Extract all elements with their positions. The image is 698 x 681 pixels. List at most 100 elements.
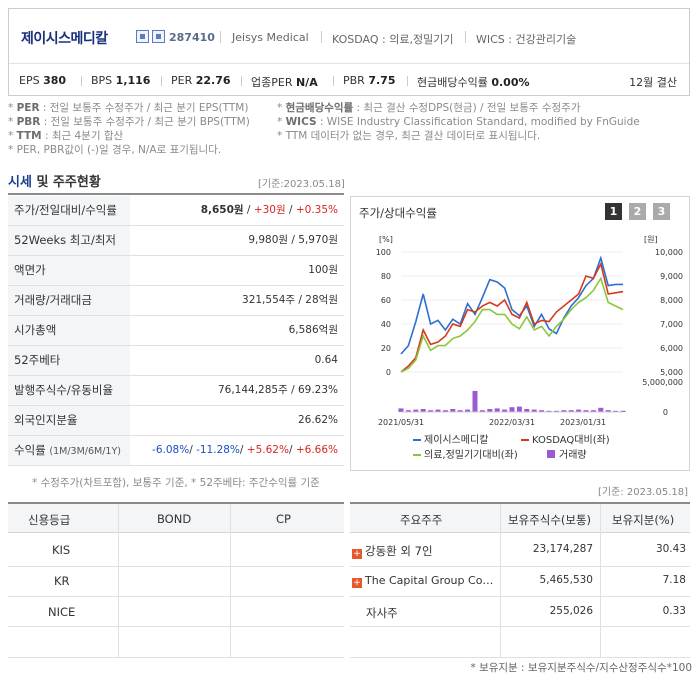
quote-row-volume: 거래량/거래대금 321,554주 / 28억원 bbox=[8, 286, 344, 316]
volume-bar bbox=[553, 410, 559, 412]
quote-value: 0.64 bbox=[314, 354, 338, 366]
holder-name: 강동환 외 7인 bbox=[365, 544, 433, 558]
chart-page-3-button[interactable]: 3 bbox=[653, 203, 670, 220]
company-name: 제이시스메디칼 bbox=[21, 31, 108, 47]
right-axis-tick: 9,000 bbox=[660, 272, 683, 281]
credit-header-bond: BOND bbox=[157, 512, 192, 526]
legend-label: 거래량 bbox=[559, 449, 587, 461]
volume-bar bbox=[479, 410, 485, 412]
expand-icon[interactable]: + bbox=[352, 549, 362, 559]
series-line-0 bbox=[400, 255, 623, 355]
home-icon[interactable] bbox=[136, 30, 149, 43]
volume-bar bbox=[531, 409, 537, 412]
quote-label: 시가총액 bbox=[8, 316, 130, 345]
legend-label: KOSDAQ대비(좌) bbox=[532, 434, 610, 446]
volume-bar bbox=[590, 410, 596, 412]
quote-row-price: 주가/전일대비/수익률 8,650원 / +30원 / +0.35% bbox=[8, 196, 344, 226]
chart-page-2-button[interactable]: 2 bbox=[629, 203, 646, 220]
industry-per-indicator: 업종PER N/A bbox=[251, 76, 318, 89]
chart-page-1-button[interactable]: 1 bbox=[605, 203, 622, 220]
quote-value: 6,586억원 bbox=[288, 324, 338, 336]
building-icon[interactable] bbox=[152, 30, 165, 43]
x-axis-tick: 2023/01/31 bbox=[560, 418, 606, 427]
volume-bar bbox=[524, 409, 530, 412]
credit-header-rating: 신용등급 bbox=[28, 513, 71, 527]
quote-row-face-value: 액면가 100원 bbox=[8, 256, 344, 286]
volume-axis-tick: 0 bbox=[663, 408, 668, 417]
quote-label: 거래량/거래대금 bbox=[8, 286, 130, 315]
right-axis-tick: 6,000 bbox=[660, 344, 683, 353]
holder-name: 자사주 bbox=[366, 606, 398, 620]
quote-value: 100원 bbox=[308, 264, 338, 276]
pbr-indicator: PBR 7.75 bbox=[343, 74, 396, 87]
legend-label: 제이시스메디칼 bbox=[424, 433, 488, 446]
series-line-1 bbox=[400, 261, 624, 373]
credit-row-nice: NICE bbox=[48, 605, 76, 619]
quote-row-shares: 발행주식수/유동비율 76,144,285주 / 69.23% bbox=[8, 376, 344, 406]
quote-value: 321,554주 / 28억원 bbox=[242, 294, 338, 306]
left-axis-tick: 0 bbox=[386, 368, 391, 377]
volume-bar bbox=[509, 407, 515, 412]
right-axis-unit: [원] bbox=[644, 235, 658, 244]
volume-bar bbox=[516, 406, 522, 412]
holders-header-name: 주요주주 bbox=[400, 513, 443, 527]
volume-bar bbox=[487, 409, 493, 412]
holders-footnote: * 보유지분 : 보유지분주식수/지수산정주식수*100 bbox=[470, 662, 692, 674]
bottom-basis-date: [기준: 2023.05.18] bbox=[598, 487, 689, 498]
quote-label: 액면가 bbox=[8, 256, 130, 285]
volume-bar bbox=[398, 408, 404, 412]
dividend-yield-indicator: 현금배당수익률 0.00% bbox=[417, 76, 530, 89]
holders-header-shares: 보유주식수(보통) bbox=[508, 513, 592, 527]
left-axis-unit: [%] bbox=[379, 235, 393, 244]
credit-row-kis: KIS bbox=[52, 543, 71, 557]
section-basis-date: [기준:2023.05.18] bbox=[258, 179, 345, 190]
volume-bar bbox=[568, 410, 574, 412]
holders-header: 주요주주 보유주식수(보통) 보유지분(%) bbox=[350, 502, 690, 533]
eps-indicator: EPS 380 bbox=[19, 74, 67, 87]
section-title: 시세 및 주주현황 bbox=[8, 175, 101, 190]
note-pbr: * PBR : 전일 보통주 수정주가 / 최근 분기 BPS(TTM) bbox=[8, 116, 250, 128]
volume-bar bbox=[576, 409, 582, 412]
holder-pct: 0.33 bbox=[662, 605, 686, 617]
credit-header-cp: CP bbox=[276, 512, 291, 526]
volume-axis-tick: 5,000,000 bbox=[642, 378, 683, 387]
stock-code: 287410 bbox=[169, 31, 215, 44]
note-per: * PER : 전일 보통주 수정주가 / 최근 분기 EPS(TTM) bbox=[8, 102, 249, 114]
price-chart: [%] [원] 100 80 60 40 20 0 10,000 9,000 8,000 7,000 6… bbox=[376, 235, 683, 461]
holder-name: The Capital Group Co… bbox=[365, 574, 494, 587]
volume-bar bbox=[494, 408, 500, 412]
bps-indicator: BPS 1,116 bbox=[91, 74, 151, 87]
chart-title: 주가/상대수익률 bbox=[359, 206, 437, 220]
volume-bar bbox=[457, 410, 463, 412]
quote-label: 주가/전일대비/수익률 bbox=[8, 196, 130, 225]
volume-bar bbox=[465, 409, 471, 412]
volume-bar bbox=[428, 410, 434, 412]
volume-bar bbox=[546, 410, 552, 412]
legend-swatch bbox=[547, 450, 555, 458]
volume-bar bbox=[405, 410, 411, 412]
company-info-row: 제이시스메디칼 287410 Jeisys Medical KOSDAQ : 의… bbox=[9, 9, 689, 64]
right-axis-tick: 5,000 bbox=[660, 368, 683, 377]
volume-bar bbox=[450, 409, 456, 412]
holder-pct: 30.43 bbox=[655, 543, 686, 555]
expand-icon[interactable]: + bbox=[352, 578, 362, 588]
quote-value: 9,980원 / 5,970원 bbox=[248, 234, 338, 246]
note-ttm: * TTM : 최근 4분기 합산 bbox=[8, 130, 124, 142]
note-ttm-missing: * TTM 데이터가 없는 경우, 최근 결산 데이터로 표시됩니다. bbox=[277, 130, 541, 142]
quote-label: 수익률 (1M/3M/6M/1Y) bbox=[8, 436, 130, 465]
holders-header-pct: 보유지분(%) bbox=[612, 513, 675, 527]
volume-bar bbox=[413, 409, 419, 412]
volume-bar bbox=[620, 410, 626, 412]
quote-row-market-cap: 시가총액 6,586억원 bbox=[8, 316, 344, 346]
holder-shares: 23,174,287 bbox=[532, 543, 593, 555]
volume-bar bbox=[605, 410, 611, 412]
left-axis-tick: 40 bbox=[381, 320, 391, 329]
section-rule bbox=[8, 193, 344, 195]
credit-row-kr: KR bbox=[54, 574, 70, 588]
volume-bar bbox=[502, 409, 508, 412]
right-axis-tick: 7,000 bbox=[660, 320, 683, 329]
x-axis-tick: 2022/03/31 bbox=[489, 418, 535, 427]
left-axis-tick: 80 bbox=[381, 272, 391, 281]
per-indicator: PER 22.76 bbox=[171, 74, 231, 87]
quote-label: 52주베타 bbox=[8, 346, 130, 375]
